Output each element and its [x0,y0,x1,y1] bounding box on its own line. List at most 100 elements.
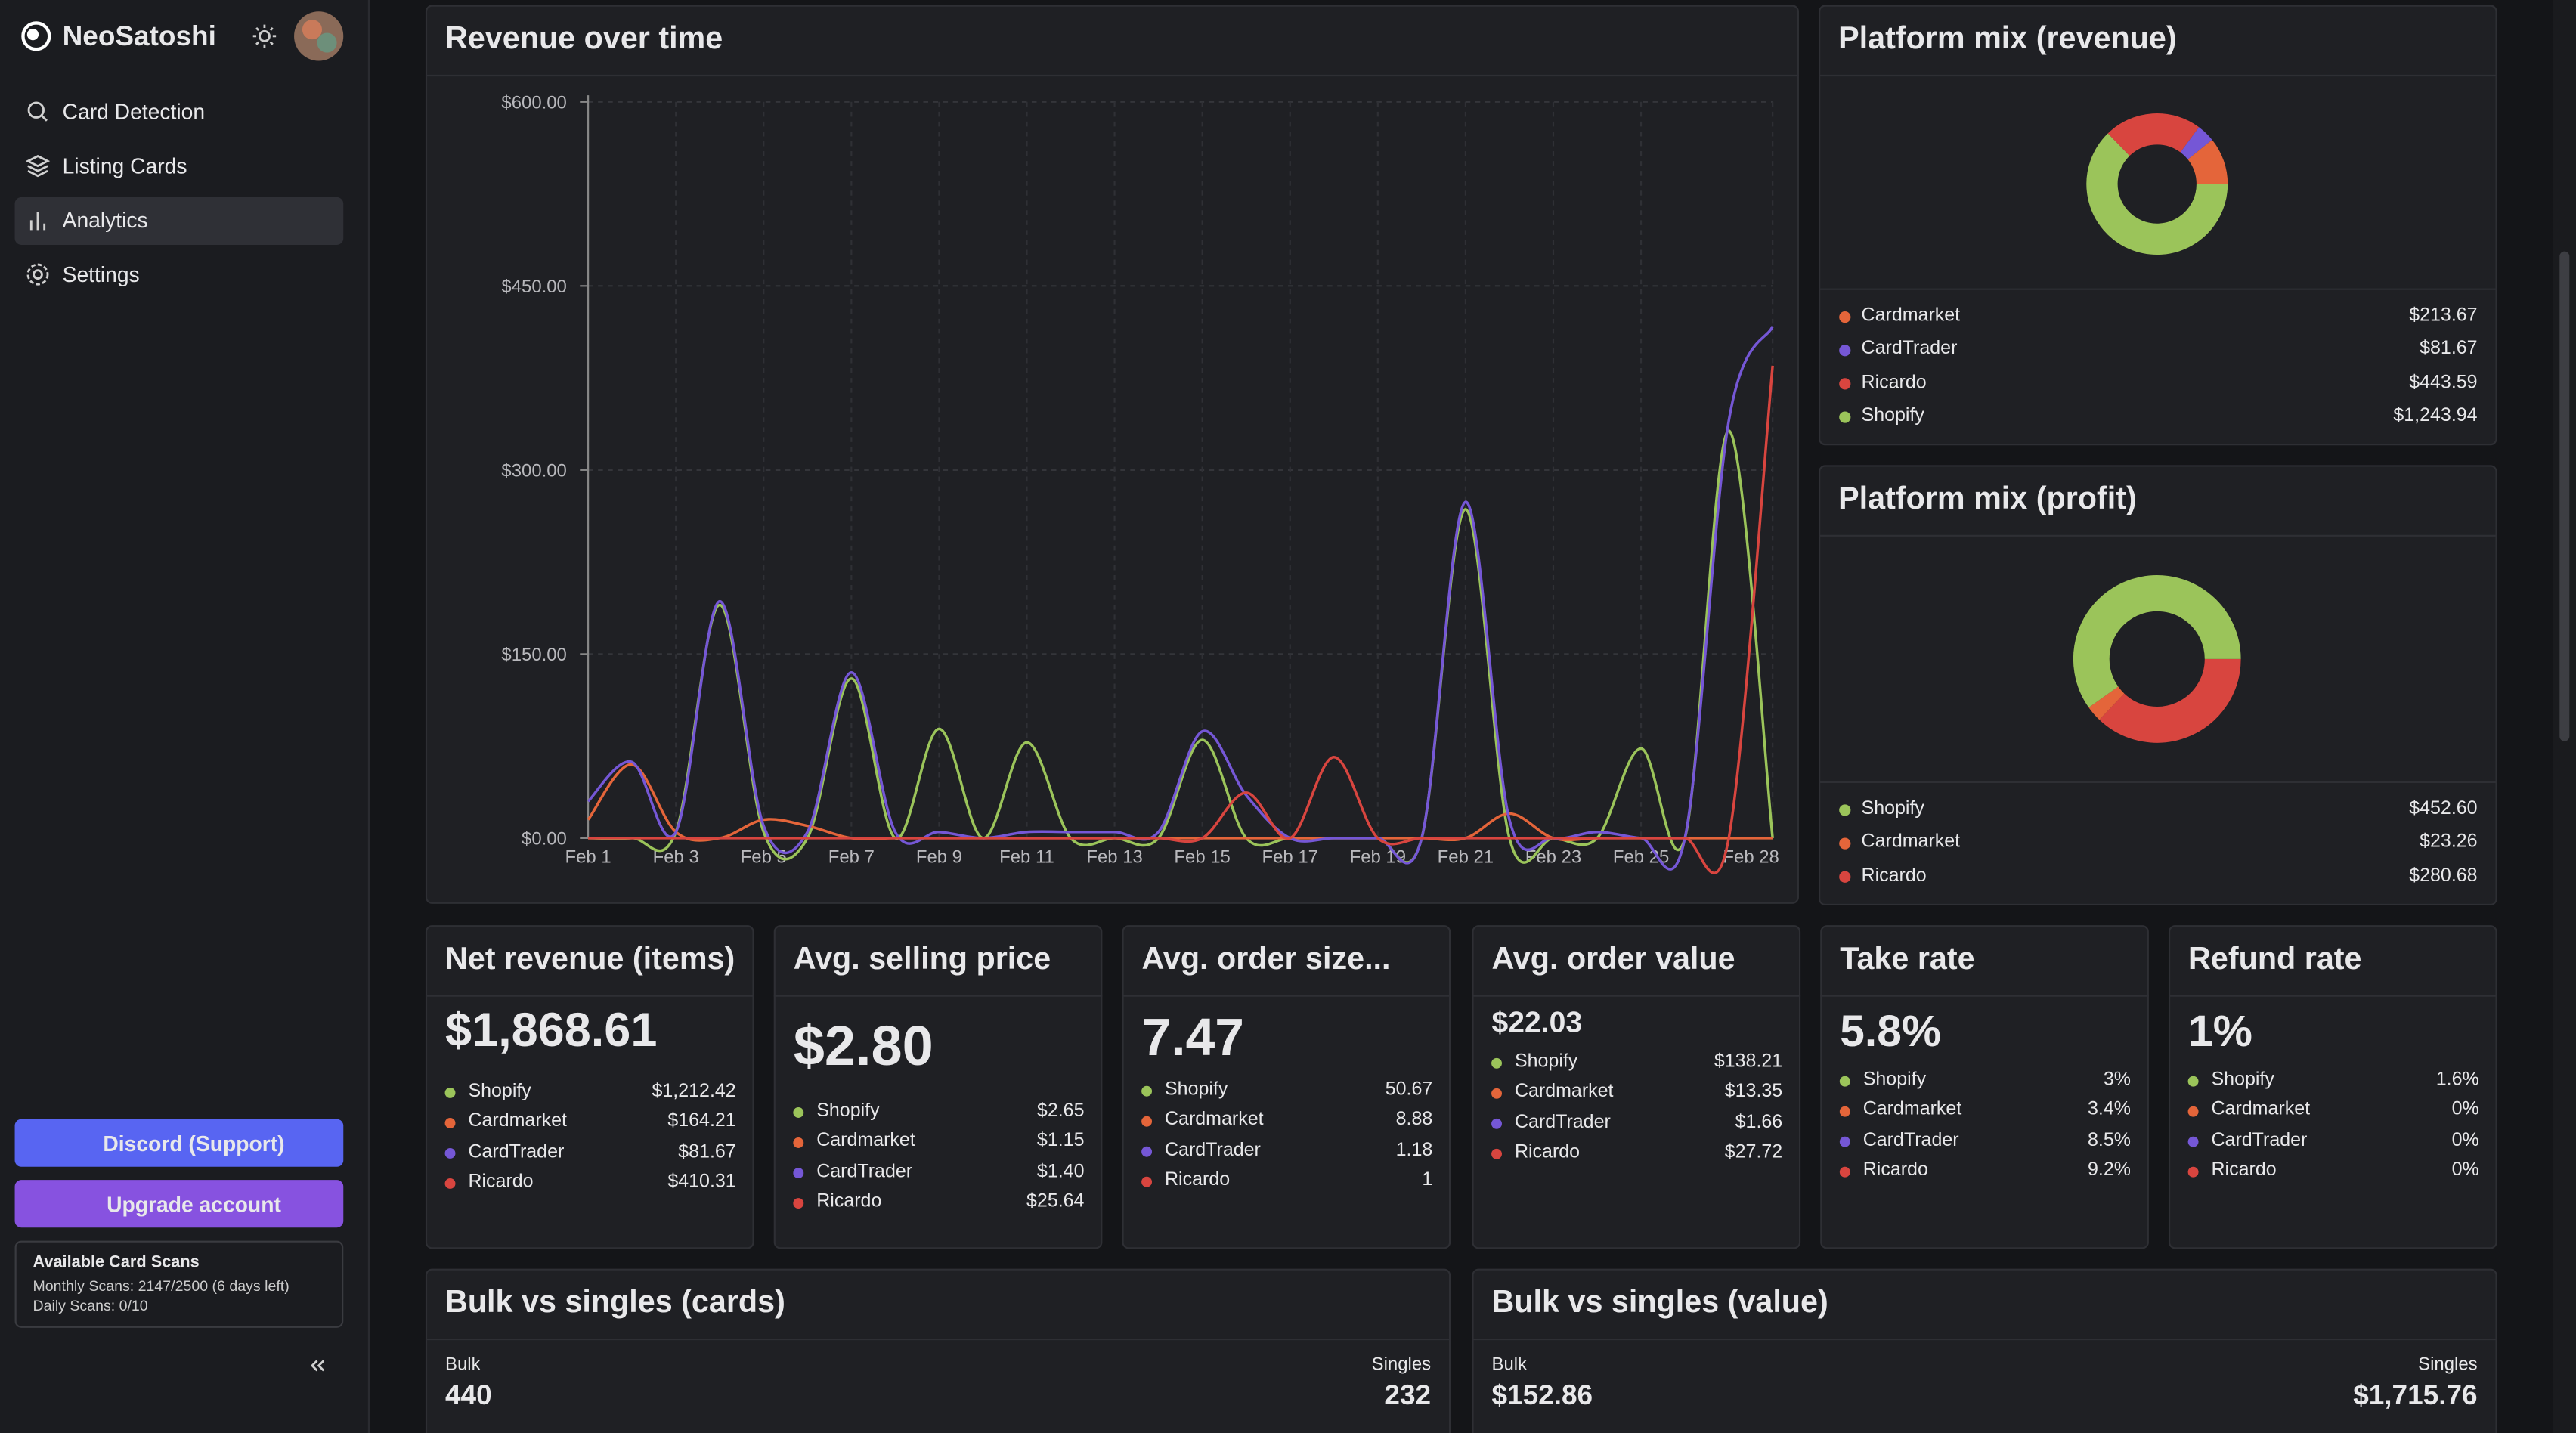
collapse-icon[interactable] [310,1360,325,1372]
series-line [588,365,1774,874]
y-tick-label: $450.00 [501,277,566,297]
donut-slice [2187,139,2228,185]
logo [21,21,51,51]
legend-dot [1839,1076,1850,1087]
nav-item[interactable]: Settings [62,262,140,287]
row-value: 8.5% [2088,1131,2131,1151]
theme-icon[interactable] [252,24,277,48]
bulk-value: $152.86 [1491,1379,1593,1411]
row-value: $410.31 [667,1172,736,1193]
y-tick-label: $0.00 [522,829,567,850]
legend-label: Cardmarket [1861,305,1961,327]
legend-dot [1491,1088,1502,1099]
row-label: Cardmarket [1164,1110,1264,1131]
row-label: Ricardo [468,1172,534,1193]
kpi-card [773,925,1103,1249]
row-value: 3.4% [2088,1100,2131,1121]
mix-card [1819,465,2497,906]
bulk-label: Bulk [1491,1354,1528,1375]
legend-dot [1839,411,1851,423]
row-label: Shopify [1164,1080,1228,1100]
row-label: CardTrader [468,1142,565,1162]
card-title: Take rate [1840,942,1975,977]
kpi-card [1820,925,2149,1249]
row-label: Ricardo [1164,1171,1231,1191]
row-label: CardTrader [1164,1141,1261,1161]
card-title: Platform mix (revenue) [1838,22,2177,57]
legend-value: $1,243.94 [2393,406,2478,426]
legend-dot [1839,378,1851,390]
row-label: Ricardo [1862,1161,1928,1181]
nav-item[interactable]: Analytics [62,208,148,233]
upgrade-button[interactable]: Upgrade account [14,1180,344,1228]
row-label: Shopify [468,1082,531,1102]
legend-dot [793,1137,804,1148]
donut-slice [2088,686,2125,720]
nav-item[interactable]: Card Detection [62,99,206,125]
legend-dot [1141,1146,1153,1157]
legend-dot [444,1147,456,1159]
button-label: Discord (Support) [103,1130,285,1156]
button-label: Upgrade account [107,1191,281,1216]
scans-title: Available Card Scans [33,1253,200,1272]
row-label: Cardmarket [468,1112,568,1132]
x-tick-label: Feb 13 [1086,847,1142,868]
legend-label: Shopify [1861,799,1924,819]
row-value: $138.21 [1714,1052,1783,1072]
row-value: 50.67 [1385,1080,1433,1100]
row-value: $164.21 [667,1112,736,1132]
row-value: 1.6% [2435,1070,2479,1091]
row-label: Cardmarket [816,1131,915,1152]
scroll-thumb[interactable] [2559,251,2570,741]
legend-dot [444,1087,456,1098]
kpi-card [1122,925,1451,1249]
kpi-card [1472,925,1801,1249]
x-tick-label: Feb 11 [999,847,1054,868]
x-tick-label: Feb 1 [565,847,611,868]
legend-dot [2187,1106,2199,1117]
icon [27,101,45,119]
legend-value: $81.67 [2420,339,2478,360]
legend-dot [1839,871,1851,883]
singles-label: Singles [1371,1354,1432,1375]
brand: NeoSatoshi [62,20,216,52]
sidebar-icons [14,11,344,1372]
card-title: Refund rate [2188,942,2362,977]
row-label: Shopify [816,1101,880,1122]
kpi-value: $2.80 [793,1015,933,1079]
legend-dot [1141,1116,1153,1127]
legend-value: $213.67 [2409,305,2478,327]
x-tick-label: Feb 25 [1613,847,1669,868]
legend-dot [1839,837,1851,850]
card-title: Platform mix (profit) [1838,482,2137,517]
row-value: $1,212.42 [652,1082,736,1102]
kpi-value: 5.8% [1840,1006,1942,1056]
row-label: CardTrader [1862,1131,1959,1151]
sidebar: NeoSatoshi Card Detection Listing Cards … [0,0,370,1433]
x-tick-label: Feb 21 [1438,847,1494,868]
row-label: Shopify [1514,1052,1578,1072]
kpi-value: 1% [2188,1006,2252,1056]
legend-value: $443.59 [2409,373,2478,393]
kpi-value: $1,868.61 [445,1004,658,1058]
row-label: Cardmarket [1862,1100,1962,1121]
legend-label: Ricardo [1861,865,1927,886]
donut-slice [2086,133,2228,255]
row-value: 3% [2103,1070,2131,1091]
bulk-value: 440 [445,1379,492,1411]
scrollbar[interactable] [2553,0,2576,1433]
scans-daily: Daily Scans: 0/10 [33,1297,148,1314]
kpi-card [425,925,754,1249]
bulk-card [425,1268,1451,1433]
row-value: 8.88 [1395,1110,1433,1131]
nav-item[interactable]: Listing Cards [62,153,187,178]
row-value: 1.18 [1395,1141,1433,1161]
row-label: Cardmarket [1514,1082,1614,1103]
discord-button[interactable]: Discord (Support) [14,1119,344,1167]
scans-monthly: Monthly Scans: 2147/2500 (6 days left) [33,1277,289,1295]
singles-value: $1,715.76 [2353,1379,2478,1411]
x-tick-label: Feb 28 [1723,847,1779,868]
donut-slice [2180,127,2212,160]
legend-dot [1491,1148,1502,1159]
